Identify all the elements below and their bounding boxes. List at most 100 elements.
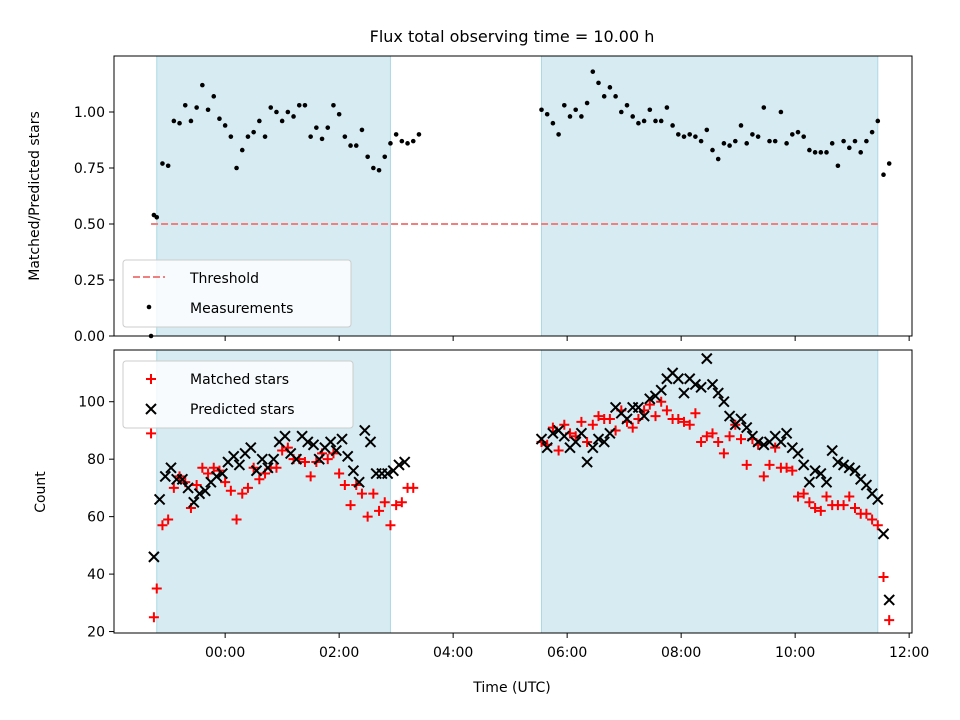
- predicted-star-point: [262, 462, 274, 474]
- measurement-point: [573, 107, 578, 113]
- measurement-point: [847, 145, 852, 151]
- matched-star-point: [661, 405, 672, 416]
- matched-star-point: [379, 497, 390, 508]
- legend-label: Measurements: [190, 301, 293, 317]
- measurement-point: [274, 109, 279, 115]
- measurement-point: [251, 129, 256, 135]
- predicted-star-point: [832, 456, 844, 468]
- measurement-point: [698, 138, 704, 144]
- measurement-point: [852, 138, 858, 144]
- predicted-star-point: [678, 387, 690, 399]
- predicted-star-point: [547, 427, 559, 440]
- predicted-star-point: [347, 464, 360, 477]
- predicted-star-point: [159, 470, 172, 483]
- matched-star-point: [191, 480, 202, 491]
- measurement-point: [188, 118, 194, 124]
- predicted-star-point: [672, 373, 685, 385]
- measurement-point: [550, 120, 556, 126]
- matched-star-point: [673, 413, 684, 424]
- measurement-point: [693, 134, 698, 139]
- measurement-point: [801, 134, 806, 139]
- measurement-point: [200, 82, 205, 88]
- matched-star-point: [872, 520, 883, 531]
- predicted-star-point: [735, 413, 747, 425]
- measurement-point: [205, 107, 211, 113]
- x-tick-label: 06:00: [547, 645, 587, 661]
- ratio-panel: 0.00 0.25 0.50 0.75 1.00 Matched/Predicted s…: [27, 55, 913, 345]
- matched-star-point: [148, 612, 159, 623]
- matched-star-point: [322, 454, 333, 465]
- predicted-star-point: [723, 410, 736, 422]
- measurement-point: [399, 138, 405, 144]
- matched-star-point: [385, 520, 396, 531]
- matched-star-point: [237, 488, 248, 499]
- predicted-star-point: [575, 427, 588, 440]
- predicted-star-point: [148, 551, 160, 563]
- measurement-point: [177, 120, 182, 126]
- matched-star-point: [718, 448, 729, 459]
- measurement-point: [636, 120, 641, 126]
- measurement-point: [630, 114, 635, 119]
- measurement-point: [544, 111, 550, 117]
- predicted-star-point: [587, 441, 599, 454]
- predicted-star-point: [712, 387, 724, 399]
- matched-star-point: [627, 422, 638, 433]
- measurement-point: [194, 105, 199, 110]
- measurement-point: [881, 172, 886, 178]
- matched-star-point: [277, 445, 288, 456]
- measurement-point: [308, 134, 313, 139]
- measurement-point: [687, 132, 692, 137]
- predicted-star-point: [718, 396, 730, 408]
- matched-star-point: [878, 571, 889, 582]
- matched-star-point: [305, 471, 316, 482]
- count-legend: Matched stars Predicted stars: [122, 360, 354, 429]
- matched-star-point: [781, 462, 792, 473]
- predicted-star-point: [245, 441, 257, 454]
- predicted-star-point: [302, 436, 314, 448]
- matched-star-point: [656, 396, 667, 407]
- count-points: [146, 352, 895, 626]
- measurement-point: [744, 141, 749, 146]
- measurement-point: [715, 156, 721, 162]
- measurement-point: [772, 138, 778, 144]
- y-tick-label: 40: [87, 567, 105, 583]
- matched-star-point: [203, 468, 214, 479]
- matched-star-point: [758, 471, 769, 482]
- matched-star-point: [299, 457, 310, 468]
- x-tick-label: 02:00: [319, 645, 359, 661]
- measurement-point: [331, 102, 336, 108]
- matched-star-point: [844, 491, 855, 502]
- measurement-point: [348, 143, 353, 148]
- predicted-star-point: [826, 444, 838, 457]
- measurement-point: [296, 102, 302, 108]
- predicted-star-point: [324, 436, 337, 448]
- predicted-star-point: [797, 459, 810, 471]
- count-y-ticks: 20 40 60 80 100: [78, 395, 114, 641]
- predicted-star-point: [364, 436, 377, 448]
- matched-star-point: [724, 431, 735, 442]
- matched-star-point: [679, 416, 689, 427]
- predicted-star-point: [535, 433, 548, 445]
- measurement-point: [562, 102, 567, 108]
- measurement-point: [217, 116, 222, 122]
- predicted-star-point: [188, 496, 200, 508]
- measurement-point: [875, 118, 881, 124]
- predicted-star-point: [820, 476, 833, 488]
- matched-star-point: [815, 505, 826, 516]
- measurement-point: [257, 118, 262, 124]
- predicted-star-point: [279, 430, 291, 442]
- measurement-point: [336, 111, 342, 117]
- measurement-point: [584, 100, 590, 106]
- predicted-star-point: [792, 447, 804, 460]
- predicted-star-point: [803, 476, 816, 488]
- predicted-star-point: [216, 467, 229, 480]
- legend-label: Predicted stars: [190, 402, 295, 418]
- matched-star-point: [593, 411, 604, 422]
- matched-star-point: [553, 445, 564, 456]
- matched-star-point: [821, 491, 832, 502]
- measurement-point: [319, 136, 325, 142]
- measurement-point: [239, 147, 245, 153]
- count-y-axis-label: Count: [33, 471, 49, 513]
- matched-star-point: [396, 497, 407, 508]
